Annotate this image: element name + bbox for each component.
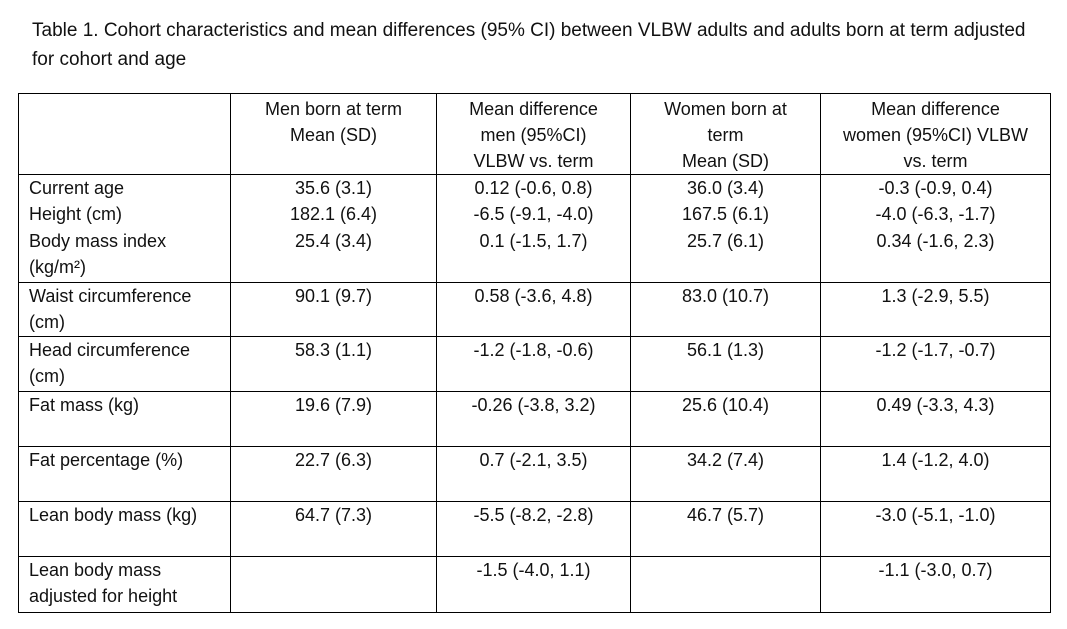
table-row: Current age 35.6 (3.1) 0.12 (-0.6, 0.8) … bbox=[18, 174, 1051, 201]
table-cell: 0.49 (-3.3, 4.3) bbox=[820, 391, 1051, 447]
header-cell-men-diff: Mean difference men (95%CI) VLBW vs. ter… bbox=[436, 93, 631, 175]
table-cell: 35.6 (3.1) bbox=[230, 174, 437, 201]
row-label: Waist circumference (cm) bbox=[18, 282, 231, 337]
table-cell: 0.58 (-3.6, 4.8) bbox=[436, 282, 631, 337]
table-cell: 0.7 (-2.1, 3.5) bbox=[436, 446, 631, 502]
table-row: Fat percentage (%) 22.7 (6.3) 0.7 (-2.1,… bbox=[18, 446, 1051, 502]
table-row: Lean body mass (kg) 64.7 (7.3) -5.5 (-8.… bbox=[18, 501, 1051, 557]
row-label: Body mass index (kg/m²) bbox=[18, 228, 231, 283]
table-row: Fat mass (kg) 19.6 (7.9) -0.26 (-3.8, 3.… bbox=[18, 391, 1051, 447]
table-cell: -3.0 (-5.1, -1.0) bbox=[820, 501, 1051, 557]
table-cell: 36.0 (3.4) bbox=[630, 174, 821, 201]
table-cell: 56.1 (1.3) bbox=[630, 336, 821, 392]
table-row: Body mass index (kg/m²) 25.4 (3.4) 0.1 (… bbox=[18, 228, 1051, 283]
table-cell: -1.5 (-4.0, 1.1) bbox=[436, 556, 631, 613]
row-label: Current age bbox=[18, 174, 231, 201]
table-cell: 46.7 (5.7) bbox=[630, 501, 821, 557]
table-cell: -5.5 (-8.2, -2.8) bbox=[436, 501, 631, 557]
table-cell: 25.7 (6.1) bbox=[630, 228, 821, 283]
table-cell: 34.2 (7.4) bbox=[630, 446, 821, 502]
header-row: Men born at term Mean (SD) Mean differen… bbox=[18, 93, 1051, 175]
table-cell: -0.3 (-0.9, 0.4) bbox=[820, 174, 1051, 201]
table-cell: 64.7 (7.3) bbox=[230, 501, 437, 557]
table-cell: 19.6 (7.9) bbox=[230, 391, 437, 447]
table-cell: 0.1 (-1.5, 1.7) bbox=[436, 228, 631, 283]
table-cell: 0.34 (-1.6, 2.3) bbox=[820, 228, 1051, 283]
header-cell-women-term: Women born at term Mean (SD) bbox=[630, 93, 821, 175]
table-cell: -1.2 (-1.7, -0.7) bbox=[820, 336, 1051, 392]
table-row: Lean body mass adjusted for height -1.5 … bbox=[18, 556, 1051, 613]
table-cell: -0.26 (-3.8, 3.2) bbox=[436, 391, 631, 447]
table-cell: 1.3 (-2.9, 5.5) bbox=[820, 282, 1051, 337]
header-cell-women-diff: Mean difference women (95%CI) VLBW vs. t… bbox=[820, 93, 1051, 175]
table-cell: 25.6 (10.4) bbox=[630, 391, 821, 447]
row-label: Head circumference (cm) bbox=[18, 336, 231, 392]
table-cell bbox=[630, 556, 821, 613]
table-cell: 83.0 (10.7) bbox=[630, 282, 821, 337]
row-label: Fat percentage (%) bbox=[18, 446, 231, 502]
header-cell-label bbox=[18, 93, 231, 175]
table-cell: -6.5 (-9.1, -4.0) bbox=[436, 201, 631, 228]
table-row: Head circumference (cm) 58.3 (1.1) -1.2 … bbox=[18, 336, 1051, 392]
table-row: Height (cm) 182.1 (6.4) -6.5 (-9.1, -4.0… bbox=[18, 201, 1051, 228]
row-label: Fat mass (kg) bbox=[18, 391, 231, 447]
table-cell: -4.0 (-6.3, -1.7) bbox=[820, 201, 1051, 228]
table-caption: Table 1. Cohort characteristics and mean… bbox=[32, 20, 1026, 70]
table-row: Waist circumference (cm) 90.1 (9.7) 0.58… bbox=[18, 282, 1051, 337]
table-cell: 1.4 (-1.2, 4.0) bbox=[820, 446, 1051, 502]
row-label: Height (cm) bbox=[18, 201, 231, 228]
table-cell: 0.12 (-0.6, 0.8) bbox=[436, 174, 631, 201]
table-cell: -1.1 (-3.0, 0.7) bbox=[820, 556, 1051, 613]
table-cell: 58.3 (1.1) bbox=[230, 336, 437, 392]
row-label: Lean body mass adjusted for height bbox=[18, 556, 231, 613]
table-cell: 90.1 (9.7) bbox=[230, 282, 437, 337]
row-label: Lean body mass (kg) bbox=[18, 501, 231, 557]
table-cell: 22.7 (6.3) bbox=[230, 446, 437, 502]
table-cell: -1.2 (-1.8, -0.6) bbox=[436, 336, 631, 392]
table-cell: 182.1 (6.4) bbox=[230, 201, 437, 228]
cohort-table: Men born at term Mean (SD) Mean differen… bbox=[18, 93, 1051, 613]
header-cell-men-term: Men born at term Mean (SD) bbox=[230, 93, 437, 175]
table-cell bbox=[230, 556, 437, 613]
table-cell: 167.5 (6.1) bbox=[630, 201, 821, 228]
table-cell: 25.4 (3.4) bbox=[230, 228, 437, 283]
